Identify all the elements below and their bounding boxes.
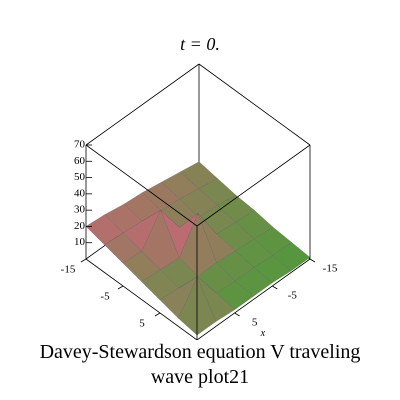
x-tick <box>234 312 240 317</box>
caption: Davey-Stewardson equation V traveling wa… <box>39 341 361 388</box>
y-tick <box>80 258 87 263</box>
z-tick-label: 60 <box>74 155 86 167</box>
box-edge <box>198 63 311 146</box>
box-edge <box>196 144 311 227</box>
z-tick-label: 30 <box>74 204 86 216</box>
box-edge <box>85 63 200 146</box>
x-tick-label: -15 <box>323 263 338 275</box>
z-tick-label: 10 <box>74 236 86 248</box>
box-edge <box>85 144 198 227</box>
z-tick-label: 20 <box>74 220 86 232</box>
chart-title: t = 0. <box>180 34 220 54</box>
x-tick-label: 5 <box>252 317 258 329</box>
x-tick-label: -5 <box>288 290 298 302</box>
z-tick-label: 50 <box>74 171 86 183</box>
x-tick <box>309 258 316 263</box>
y-tick-label: 5 <box>139 318 145 330</box>
box-edge <box>196 258 311 340</box>
z-tick-label: 40 <box>74 187 86 199</box>
y-tick-label: -5 <box>100 291 110 303</box>
y-tick-label: -15 <box>61 264 76 276</box>
x-axis-label: x <box>260 328 266 339</box>
x-tick <box>272 285 278 290</box>
z-tick-label: 70 <box>74 139 86 151</box>
box-edge <box>85 258 198 340</box>
y-tick <box>117 285 124 290</box>
y-tick <box>154 312 161 317</box>
